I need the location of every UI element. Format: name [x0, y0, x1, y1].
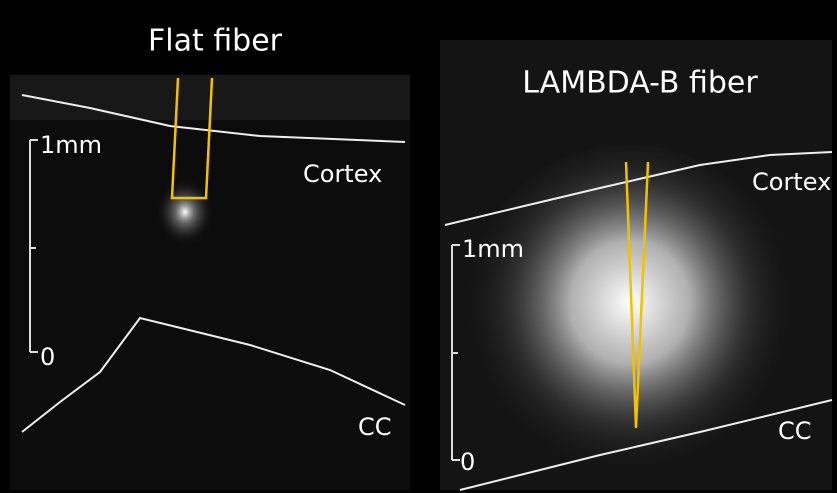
image-area — [10, 75, 410, 490]
scale-top-label: 1mm — [462, 235, 524, 263]
fiber-outline — [624, 161, 650, 429]
cortex-boundary — [444, 151, 833, 226]
scale-bottom-label: 0 — [460, 448, 475, 476]
cc-boundary — [459, 399, 833, 491]
cc-boundary — [21, 316, 406, 433]
scale-bar — [451, 244, 460, 461]
panel-title: Flat fiber — [148, 24, 283, 59]
scale-top-label: 1mm — [40, 131, 102, 159]
cc-label: CC — [778, 417, 812, 445]
light-spot — [155, 177, 215, 247]
cortex-boundary — [21, 94, 406, 143]
cc-label: CC — [358, 413, 392, 441]
cortex-label: Cortex — [752, 168, 831, 196]
panel-title: LAMBDA-B fiber — [522, 66, 758, 101]
light-spot — [460, 145, 800, 493]
lambda-fiber-panel: LAMBDA-B fiber 1mm 0 Cortex CC — [440, 40, 833, 493]
scale-bar — [29, 139, 38, 353]
fiber-outline — [170, 77, 214, 200]
cortex-label: Cortex — [303, 160, 382, 188]
flat-fiber-panel: Flat fiber 1mm 0 Cortex CC — [10, 24, 410, 490]
scale-bottom-label: 0 — [40, 343, 55, 371]
